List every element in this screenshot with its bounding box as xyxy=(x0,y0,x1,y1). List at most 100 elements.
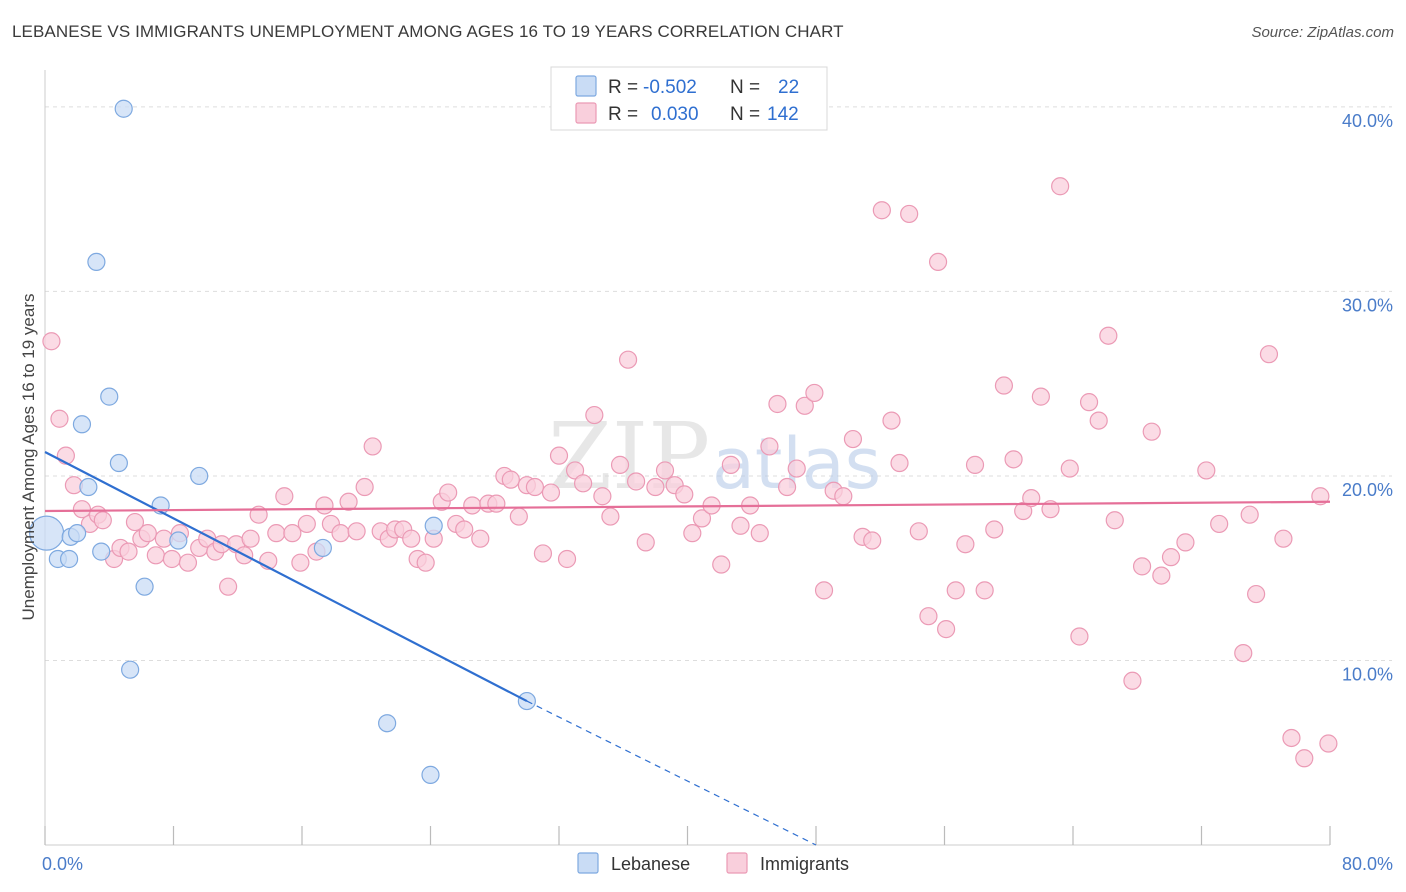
lebanese-point xyxy=(72,415,92,434)
immigrants-point xyxy=(1089,411,1108,430)
lebanese-point xyxy=(313,538,332,558)
legend-n-value-lebanese: 22 xyxy=(778,77,799,98)
immigrants-point xyxy=(1051,177,1070,196)
legend-bottom-swatch-immigrants xyxy=(726,852,748,874)
lebanese-trend-extension xyxy=(526,700,817,846)
immigrants-point xyxy=(1022,488,1041,508)
immigrants-point xyxy=(549,446,569,465)
immigrants-point xyxy=(1004,450,1023,469)
lebanese-point xyxy=(100,387,119,406)
immigrants-point xyxy=(471,529,490,548)
immigrants-point xyxy=(363,437,382,456)
immigrants-point xyxy=(72,500,92,519)
immigrants-point xyxy=(533,544,553,563)
immigrants-point xyxy=(795,396,814,415)
lebanese-point xyxy=(87,252,106,272)
immigrants-point xyxy=(601,507,620,526)
immigrants-point xyxy=(1099,326,1118,345)
immigrants-point xyxy=(1210,514,1229,534)
legend-r-value-immigrants: 0.030 xyxy=(651,104,699,125)
immigrants-point xyxy=(439,483,458,502)
immigrants-point xyxy=(1060,459,1079,478)
immigrants-point xyxy=(42,332,61,351)
lebanese-point xyxy=(424,516,443,535)
lebanese-point xyxy=(169,531,188,550)
immigrants-point xyxy=(1282,728,1301,748)
immigrants-point xyxy=(339,492,358,511)
immigrants-point xyxy=(985,520,1004,539)
immigrants-point xyxy=(965,455,985,474)
immigrants-point xyxy=(119,542,138,561)
axis-layer xyxy=(44,70,1331,846)
immigrants-point xyxy=(291,553,310,572)
immigrants-point xyxy=(565,461,585,480)
immigrants-point xyxy=(125,512,145,532)
immigrants-point xyxy=(463,496,482,515)
lebanese-point xyxy=(421,765,440,784)
immigrants-point xyxy=(50,409,69,428)
immigrants-point xyxy=(946,581,965,600)
chart-title: LEBANESE VS IMMIGRANTS UNEMPLOYMENT AMON… xyxy=(12,22,844,41)
immigrants-point xyxy=(675,485,694,504)
immigrants-point xyxy=(843,429,863,449)
immigrants-point xyxy=(331,524,350,543)
immigrants-point xyxy=(1247,584,1266,604)
legend-r-label-immigrants: R = xyxy=(608,104,638,125)
lebanese-point xyxy=(135,577,154,596)
label-layer: 10.0% 20.0% 30.0% 40.0% 0.0% 80.0% xyxy=(42,111,1393,874)
immigrants-point xyxy=(573,474,593,493)
immigrants-point xyxy=(712,555,731,574)
immigrants-point xyxy=(731,516,750,535)
y-tick-label: 10.0% xyxy=(1342,664,1393,684)
immigrants-point xyxy=(610,455,630,474)
immigrants-point xyxy=(1240,505,1259,524)
lebanese-trend-line xyxy=(44,450,528,703)
legend-bottom-swatch-lebanese xyxy=(577,852,599,874)
x-tick-label-min: 0.0% xyxy=(42,854,83,874)
legend-r-label-lebanese: R = xyxy=(608,77,638,98)
immigrants-point xyxy=(275,487,294,506)
immigrants-point xyxy=(347,522,366,541)
immigrants-point xyxy=(219,577,238,596)
immigrants-point xyxy=(919,607,938,626)
immigrants-point xyxy=(416,553,435,572)
immigrants-point xyxy=(975,581,994,600)
legend-swatch-immigrants xyxy=(575,102,597,124)
immigrants-point xyxy=(509,507,528,526)
immigrants-point xyxy=(315,496,334,515)
legend-box xyxy=(550,66,828,131)
grid-layer xyxy=(45,106,1392,661)
immigrants-point xyxy=(1259,345,1279,364)
immigrants-point xyxy=(760,437,779,456)
lebanese-point xyxy=(121,660,140,679)
immigrants-point xyxy=(283,524,302,543)
y-axis-title: Unemployment Among Ages 16 to 19 years xyxy=(19,294,38,621)
immigrants-point xyxy=(1079,393,1099,412)
immigrants-point xyxy=(768,394,787,414)
lebanese-point xyxy=(68,524,87,543)
legend-r-value-lebanese: -0.502 xyxy=(643,77,697,98)
points-layer xyxy=(29,99,1338,784)
immigrants-point xyxy=(1070,627,1089,646)
immigrants-point xyxy=(787,459,806,478)
immigrants-point xyxy=(1142,422,1161,441)
x-tick-label-max: 80.0% xyxy=(1342,854,1393,874)
immigrants-point xyxy=(900,204,919,224)
legend-n-value-immigrants: 142 xyxy=(767,104,799,125)
immigrants-point xyxy=(1132,557,1152,576)
immigrants-point xyxy=(355,477,374,497)
immigrants-point xyxy=(297,514,316,534)
immigrants-point xyxy=(402,529,421,548)
immigrants-point xyxy=(655,461,675,480)
y-tick-label: 40.0% xyxy=(1342,111,1393,131)
immigrants-point xyxy=(146,546,165,565)
immigrants-point xyxy=(267,524,286,543)
immigrants-point xyxy=(636,533,655,552)
immigrants-point xyxy=(646,477,665,497)
legend-top: R = -0.502 N = 22 R = 0.030 N = 142 xyxy=(550,66,828,131)
legend-n-label-immigrants: N = xyxy=(730,104,760,125)
immigrants-point xyxy=(683,524,702,543)
immigrants-point xyxy=(863,531,882,550)
immigrants-point xyxy=(455,520,474,539)
